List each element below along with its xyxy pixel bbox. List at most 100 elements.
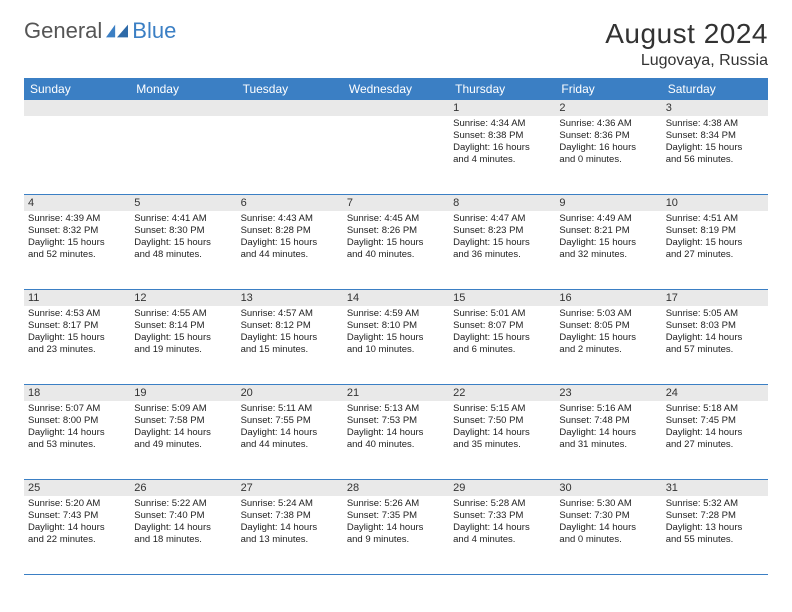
daynum-row: 123 [24, 100, 768, 116]
location: Lugovaya, Russia [605, 52, 768, 70]
daylight-text-1: Daylight: 15 hours [28, 332, 126, 344]
sunset-text: Sunset: 7:40 PM [134, 510, 232, 522]
sunrise-text: Sunrise: 4:51 AM [666, 213, 764, 225]
dow-tuesday: Tuesday [237, 78, 343, 100]
sunset-text: Sunset: 8:28 PM [241, 225, 339, 237]
daylight-text-1: Daylight: 15 hours [241, 332, 339, 344]
day-cell: Sunrise: 5:07 AMSunset: 8:00 PMDaylight:… [24, 401, 130, 479]
sunset-text: Sunset: 7:33 PM [453, 510, 551, 522]
daylight-text-1: Daylight: 14 hours [666, 332, 764, 344]
sunrise-text: Sunrise: 5:07 AM [28, 403, 126, 415]
day-cell: Sunrise: 4:57 AMSunset: 8:12 PMDaylight:… [237, 306, 343, 384]
day-number: 22 [449, 385, 555, 401]
daylight-text-1: Daylight: 15 hours [134, 237, 232, 249]
day-number: 30 [555, 480, 661, 496]
sunrise-text: Sunrise: 5:18 AM [666, 403, 764, 415]
daylight-text-2: and 0 minutes. [559, 534, 657, 546]
daylight-text-2: and 55 minutes. [666, 534, 764, 546]
sunset-text: Sunset: 8:23 PM [453, 225, 551, 237]
day-number: 19 [130, 385, 236, 401]
day-number: 1 [449, 100, 555, 116]
day-cell: Sunrise: 4:41 AMSunset: 8:30 PMDaylight:… [130, 211, 236, 289]
daylight-text-2: and 22 minutes. [28, 534, 126, 546]
day-number: 2 [555, 100, 661, 116]
day-number: 17 [662, 290, 768, 306]
week-row: Sunrise: 5:20 AMSunset: 7:43 PMDaylight:… [24, 496, 768, 575]
sunrise-text: Sunrise: 5:32 AM [666, 498, 764, 510]
day-cell: Sunrise: 5:16 AMSunset: 7:48 PMDaylight:… [555, 401, 661, 479]
day-cell: Sunrise: 5:20 AMSunset: 7:43 PMDaylight:… [24, 496, 130, 574]
sunset-text: Sunset: 8:14 PM [134, 320, 232, 332]
daylight-text-2: and 48 minutes. [134, 249, 232, 261]
daylight-text-1: Daylight: 15 hours [28, 237, 126, 249]
daylight-text-2: and 53 minutes. [28, 439, 126, 451]
day-number: 6 [237, 195, 343, 211]
daylight-text-1: Daylight: 15 hours [666, 142, 764, 154]
day-number: 26 [130, 480, 236, 496]
week-row: Sunrise: 4:39 AMSunset: 8:32 PMDaylight:… [24, 211, 768, 290]
sunrise-text: Sunrise: 4:43 AM [241, 213, 339, 225]
sunset-text: Sunset: 7:55 PM [241, 415, 339, 427]
daylight-text-1: Daylight: 14 hours [559, 522, 657, 534]
day-number: 16 [555, 290, 661, 306]
day-number: 24 [662, 385, 768, 401]
day-cell: Sunrise: 5:24 AMSunset: 7:38 PMDaylight:… [237, 496, 343, 574]
dow-monday: Monday [130, 78, 236, 100]
daylight-text-1: Daylight: 15 hours [559, 332, 657, 344]
sunset-text: Sunset: 7:48 PM [559, 415, 657, 427]
daylight-text-2: and 9 minutes. [347, 534, 445, 546]
daylight-text-1: Daylight: 15 hours [347, 332, 445, 344]
sunset-text: Sunset: 7:30 PM [559, 510, 657, 522]
daylight-text-2: and 52 minutes. [28, 249, 126, 261]
daylight-text-2: and 10 minutes. [347, 344, 445, 356]
day-number: 8 [449, 195, 555, 211]
daylight-text-1: Daylight: 14 hours [28, 522, 126, 534]
day-cell: Sunrise: 4:45 AMSunset: 8:26 PMDaylight:… [343, 211, 449, 289]
day-cell: Sunrise: 5:30 AMSunset: 7:30 PMDaylight:… [555, 496, 661, 574]
daylight-text-2: and 4 minutes. [453, 534, 551, 546]
brand-name-1: General [24, 18, 102, 44]
sunrise-text: Sunrise: 5:22 AM [134, 498, 232, 510]
sunset-text: Sunset: 7:45 PM [666, 415, 764, 427]
day-number: 28 [343, 480, 449, 496]
sunrise-text: Sunrise: 4:41 AM [134, 213, 232, 225]
month-title: August 2024 [605, 18, 768, 50]
daylight-text-2: and 0 minutes. [559, 154, 657, 166]
sunrise-text: Sunrise: 5:28 AM [453, 498, 551, 510]
dow-friday: Friday [555, 78, 661, 100]
daylight-text-2: and 32 minutes. [559, 249, 657, 261]
daylight-text-2: and 40 minutes. [347, 439, 445, 451]
week-row: Sunrise: 4:53 AMSunset: 8:17 PMDaylight:… [24, 306, 768, 385]
daylight-text-2: and 27 minutes. [666, 249, 764, 261]
sunset-text: Sunset: 8:10 PM [347, 320, 445, 332]
sunset-text: Sunset: 7:43 PM [28, 510, 126, 522]
daylight-text-1: Daylight: 15 hours [453, 237, 551, 249]
day-cell: Sunrise: 5:26 AMSunset: 7:35 PMDaylight:… [343, 496, 449, 574]
sunrise-text: Sunrise: 5:16 AM [559, 403, 657, 415]
daylight-text-2: and 6 minutes. [453, 344, 551, 356]
day-number: 5 [130, 195, 236, 211]
sunset-text: Sunset: 8:19 PM [666, 225, 764, 237]
sunrise-text: Sunrise: 5:13 AM [347, 403, 445, 415]
daylight-text-2: and 18 minutes. [134, 534, 232, 546]
day-cell: Sunrise: 5:03 AMSunset: 8:05 PMDaylight:… [555, 306, 661, 384]
day-number [343, 100, 449, 116]
day-cell [130, 116, 236, 194]
day-cell: Sunrise: 4:36 AMSunset: 8:36 PMDaylight:… [555, 116, 661, 194]
sunrise-text: Sunrise: 4:53 AM [28, 308, 126, 320]
day-cell: Sunrise: 5:28 AMSunset: 7:33 PMDaylight:… [449, 496, 555, 574]
day-cell: Sunrise: 5:15 AMSunset: 7:50 PMDaylight:… [449, 401, 555, 479]
daylight-text-1: Daylight: 14 hours [241, 427, 339, 439]
day-number: 31 [662, 480, 768, 496]
sunset-text: Sunset: 8:03 PM [666, 320, 764, 332]
sail-icon [106, 24, 128, 38]
day-cell: Sunrise: 5:32 AMSunset: 7:28 PMDaylight:… [662, 496, 768, 574]
day-cell: Sunrise: 4:47 AMSunset: 8:23 PMDaylight:… [449, 211, 555, 289]
daylight-text-1: Daylight: 14 hours [347, 522, 445, 534]
daylight-text-1: Daylight: 14 hours [453, 522, 551, 534]
sunset-text: Sunset: 7:35 PM [347, 510, 445, 522]
daylight-text-1: Daylight: 14 hours [241, 522, 339, 534]
day-cell: Sunrise: 4:34 AMSunset: 8:38 PMDaylight:… [449, 116, 555, 194]
sunrise-text: Sunrise: 4:34 AM [453, 118, 551, 130]
sunset-text: Sunset: 8:38 PM [453, 130, 551, 142]
